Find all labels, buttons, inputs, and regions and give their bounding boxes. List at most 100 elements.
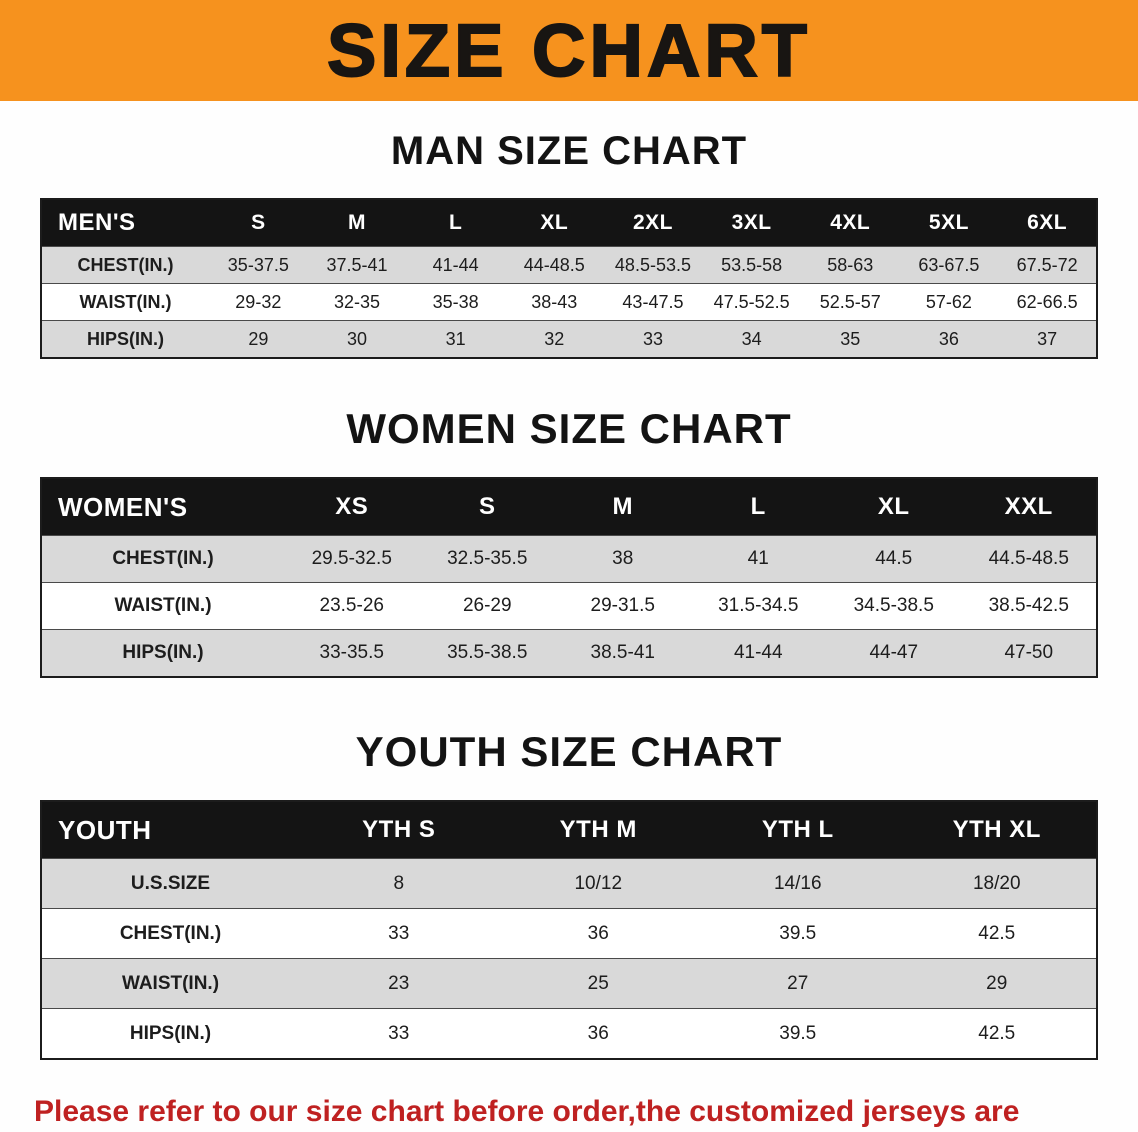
size-column-header: XXL: [961, 478, 1097, 536]
table-row: HIPS(IN.) 33 36 39.5 42.5: [41, 1008, 1097, 1059]
size-value-cell: 36: [899, 320, 999, 358]
size-column-header: 6XL: [998, 199, 1097, 247]
size-value-cell: 67.5-72: [998, 246, 1097, 284]
size-value-cell: 35: [800, 320, 900, 358]
row-label: HIPS(IN.): [41, 320, 209, 358]
size-value-cell: 32-35: [307, 283, 407, 321]
size-value-cell: 42.5: [897, 1008, 1097, 1059]
size-column-header: 5XL: [899, 199, 999, 247]
size-column-header: XS: [284, 478, 420, 536]
size-value-cell: 33: [299, 1008, 499, 1059]
table-row: HIPS(IN.) 33-35.5 35.5-38.5 38.5-41 41-44 44-…: [41, 629, 1097, 677]
table-row: WAIST(IN.) 29-32 32-35 35-38 38-43 43-47.5 47.…: [41, 283, 1097, 321]
size-value-cell: 32: [504, 320, 604, 358]
size-value-cell: 35-38: [406, 283, 505, 321]
size-value-cell: 31: [406, 320, 505, 358]
table-header-row: WOMEN'S XS S M L XL XXL: [41, 478, 1097, 536]
table-header-row: MEN'S S M L XL 2XL 3XL 4XL 5XL 6XL: [41, 199, 1097, 247]
page-title: SIZE CHART: [326, 8, 811, 93]
size-value-cell: 31.5-34.5: [690, 582, 826, 630]
size-column-header: YTH S: [299, 801, 499, 859]
size-value-cell: 48.5-53.5: [603, 246, 703, 284]
size-value-cell: 63-67.5: [899, 246, 999, 284]
size-column-header: S: [209, 199, 308, 247]
size-value-cell: 41: [690, 535, 826, 583]
table-row: WAIST(IN.) 23 25 27 29: [41, 958, 1097, 1009]
table-row: CHEST(IN.) 33 36 39.5 42.5: [41, 908, 1097, 959]
size-value-cell: 47.5-52.5: [702, 283, 801, 321]
size-value-cell: 14/16: [698, 858, 898, 909]
banner: SIZE CHART: [0, 0, 1138, 101]
size-value-cell: 25: [498, 958, 698, 1009]
size-value-cell: 62-66.5: [998, 283, 1097, 321]
size-column-header: XL: [504, 199, 604, 247]
women-size-table: WOMEN'S XS S M L XL XXL CHEST(IN.) 29.5-32.5 32.5…: [40, 477, 1098, 678]
size-value-cell: 33: [299, 908, 499, 959]
size-value-cell: 39.5: [698, 908, 898, 959]
size-column-header: S: [419, 478, 555, 536]
size-value-cell: 44-47: [826, 629, 962, 677]
table-title-cell: MEN'S: [41, 199, 209, 247]
size-value-cell: 38-43: [504, 283, 604, 321]
women-size-section: WOMEN SIZE CHART WOMEN'S XS S M L XL XXL CHEST(…: [0, 359, 1138, 678]
disclaimer: Please refer to our size chart before or…: [34, 1090, 1104, 1132]
table-row: CHEST(IN.) 29.5-32.5 32.5-35.5 38 41 44.5 44.5…: [41, 535, 1097, 583]
row-label: HIPS(IN.): [41, 629, 284, 677]
size-value-cell: 29-32: [209, 283, 308, 321]
size-value-cell: 29: [209, 320, 308, 358]
women-section-heading: WOMEN SIZE CHART: [346, 405, 792, 452]
size-value-cell: 36: [498, 1008, 698, 1059]
row-label: CHEST(IN.): [41, 535, 284, 583]
row-label: CHEST(IN.): [41, 246, 209, 284]
size-value-cell: 44.5: [826, 535, 962, 583]
men-size-table: MEN'S S M L XL 2XL 3XL 4XL 5XL 6XL CHEST(IN.) 35-37…: [40, 198, 1098, 359]
size-column-header: XL: [826, 478, 962, 536]
size-value-cell: 44.5-48.5: [961, 535, 1097, 583]
size-column-header: L: [690, 478, 826, 536]
size-column-header: M: [307, 199, 407, 247]
table-row: CHEST(IN.) 35-37.5 37.5-41 41-44 44-48.5 48.5…: [41, 246, 1097, 284]
table-title-cell: WOMEN'S: [41, 478, 284, 536]
size-value-cell: 29.5-32.5: [284, 535, 420, 583]
size-value-cell: 41-44: [406, 246, 505, 284]
size-value-cell: 53.5-58: [702, 246, 801, 284]
size-column-header: 2XL: [603, 199, 703, 247]
youth-size-section: YOUTH SIZE CHART YOUTH YTH S YTH M YTH L YTH…: [0, 678, 1138, 1060]
size-value-cell: 38.5-42.5: [961, 582, 1097, 630]
size-value-cell: 30: [307, 320, 407, 358]
size-column-header: 4XL: [800, 199, 900, 247]
table-title-cell: YOUTH: [41, 801, 299, 859]
size-column-header: YTH L: [698, 801, 898, 859]
row-label: CHEST(IN.): [41, 908, 299, 959]
men-section-heading: MAN SIZE CHART: [390, 129, 748, 173]
disclaimer-line-1: Please refer to our size chart before or…: [34, 1095, 1020, 1128]
size-value-cell: 57-62: [899, 283, 999, 321]
size-column-header: L: [406, 199, 505, 247]
size-value-cell: 33: [603, 320, 703, 358]
size-value-cell: 23: [299, 958, 499, 1009]
size-value-cell: 37.5-41: [307, 246, 407, 284]
size-value-cell: 44-48.5: [504, 246, 604, 284]
size-value-cell: 43-47.5: [603, 283, 703, 321]
size-column-header: YTH M: [498, 801, 698, 859]
table-row: HIPS(IN.) 29 30 31 32 33 34 35 36 37: [41, 320, 1097, 358]
table-header-row: YOUTH YTH S YTH M YTH L YTH XL: [41, 801, 1097, 859]
youth-size-table: YOUTH YTH S YTH M YTH L YTH XL U.S.SIZE 8 10/12…: [40, 800, 1098, 1060]
size-value-cell: 35.5-38.5: [419, 629, 555, 677]
size-value-cell: 27: [698, 958, 898, 1009]
youth-section-heading: YOUTH SIZE CHART: [355, 728, 783, 775]
size-value-cell: 37: [998, 320, 1097, 358]
row-label: WAIST(IN.): [41, 283, 209, 321]
charts-container: MAN SIZE CHART MEN'S S M L XL 2XL 3XL 4XL 5XL 6XL…: [0, 101, 1138, 1060]
size-value-cell: 58-63: [800, 246, 900, 284]
size-value-cell: 33-35.5: [284, 629, 420, 677]
row-label: U.S.SIZE: [41, 858, 299, 909]
size-value-cell: 42.5: [897, 908, 1097, 959]
size-column-header: 3XL: [702, 199, 801, 247]
row-label: HIPS(IN.): [41, 1008, 299, 1059]
size-column-header: M: [555, 478, 691, 536]
size-value-cell: 36: [498, 908, 698, 959]
size-value-cell: 23.5-26: [284, 582, 420, 630]
size-value-cell: 41-44: [690, 629, 826, 677]
